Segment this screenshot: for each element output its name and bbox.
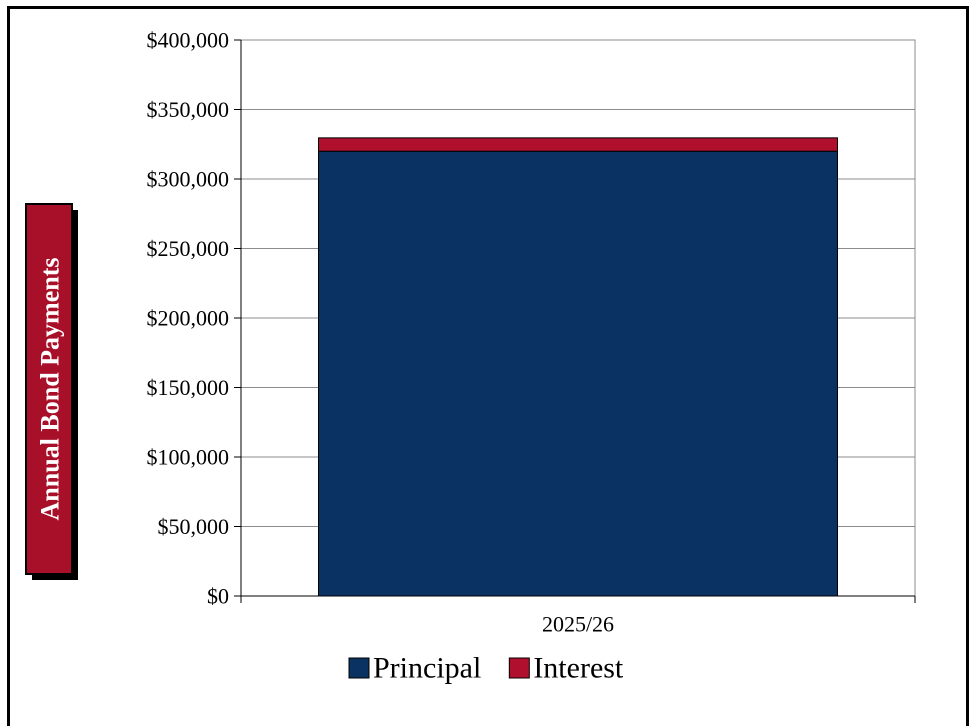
y-tick-label: $100,000 [147,445,230,470]
x-tick-labels: 2025/26 [542,612,614,637]
y-tick-label: $0 [207,584,229,609]
legend-swatch-principal [348,657,370,679]
bars [318,137,838,597]
y-axis-title-box [25,203,73,575]
legend-swatch-interest [508,657,530,679]
axes [234,39,916,603]
y-axis-label: Annual Bond Payments [36,258,65,521]
chart-frame [7,6,969,726]
y-tick-label: $400,000 [147,28,230,53]
legend-label-interest: Interest [533,652,624,685]
y-tick-label: $150,000 [147,375,230,400]
legend-label-principal: Principal [373,652,481,685]
y-tick-label: $350,000 [147,97,230,122]
y-tick-label: $300,000 [147,167,230,192]
y-tick-label: $50,000 [158,514,230,539]
legend: Principal Interest [348,652,624,685]
y-axis-title: Annual Bond Payments [25,203,78,580]
x-tick-label: 2025/26 [542,612,614,637]
y-tick-label: $200,000 [147,306,230,331]
y-tick-labels: $0 $50,000 $100,000 $150,000 $200,000 $250,00… [147,28,230,609]
y-tick-label: $250,000 [147,236,230,261]
bar-principal [318,150,838,597]
bar-interest [318,137,838,152]
